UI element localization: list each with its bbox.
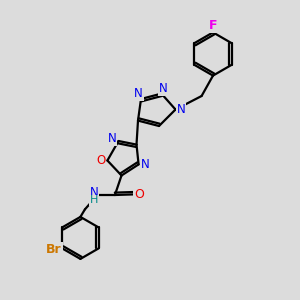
Text: Br: Br [46,243,62,256]
Text: N: N [134,87,143,100]
Text: N: N [107,132,116,145]
Text: N: N [158,82,167,95]
Text: N: N [176,103,185,116]
Text: N: N [141,158,150,171]
Text: H: H [90,195,98,206]
Text: O: O [96,154,105,167]
Text: O: O [134,188,144,201]
Text: F: F [209,19,217,32]
Text: N: N [89,186,98,199]
